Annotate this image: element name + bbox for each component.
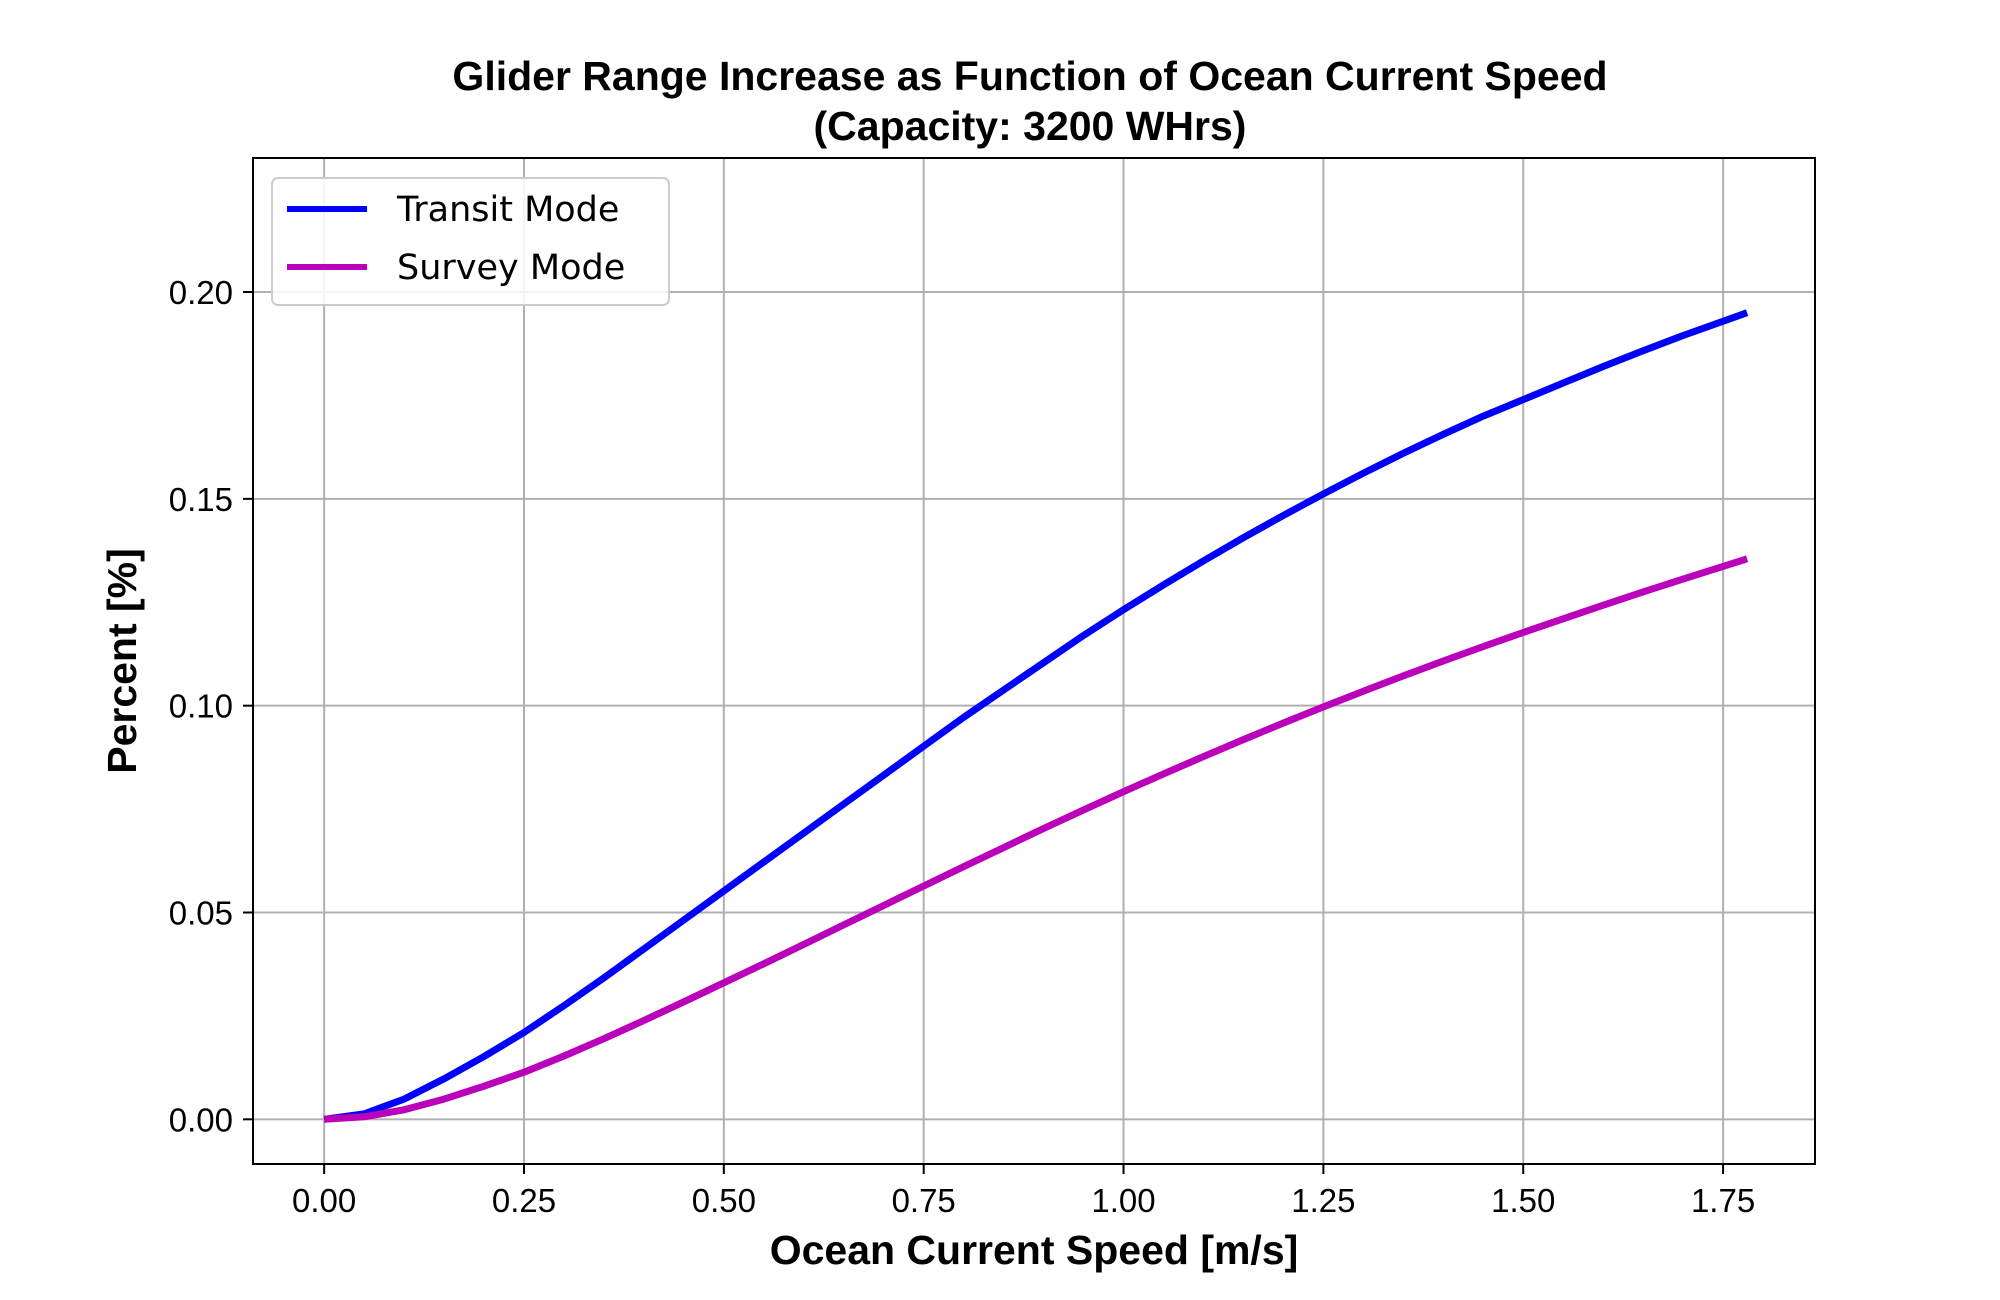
y-tick-label: 0.15 [169,481,233,518]
plot-frame [252,157,1816,1165]
series-line-transit-mode [323,309,1749,1123]
x-tick-label: 1.25 [1291,1182,1355,1219]
y-axis-label: Percent [%] [99,548,145,774]
x-tick-label: 1.75 [1691,1182,1755,1219]
y-tick-label: 0.10 [169,688,233,725]
x-tick-label: 0.25 [492,1182,556,1219]
y-tick-label: 0.05 [169,895,233,932]
x-tick-label: 0.75 [892,1182,956,1219]
legend-label-survey: Survey Mode [397,248,625,288]
x-tick-label: 0.50 [692,1182,756,1219]
axis-ticks: 0.00 0.25 0.50 0.75 1.00 1.25 1.50 1.75 0.00 0.05… [169,274,1755,1219]
x-tick-label: 1.50 [1491,1182,1555,1219]
x-tick-label: 0.00 [292,1182,356,1219]
chart-subtitle: (Capacity: 3200 WHrs) [814,103,1247,149]
legend-box [271,177,670,306]
series-lines [323,309,1749,1123]
y-tick-label: 0.00 [169,1101,233,1138]
x-axis-label: Ocean Current Speed [m/s] [770,1227,1299,1273]
series-line-survey-mode [323,555,1749,1123]
x-tick-label: 1.00 [1091,1182,1155,1219]
legend: Transit Mode Survey Mode [271,177,670,306]
grid [253,158,1815,1164]
y-tick-label: 0.20 [169,274,233,311]
chart-title: Glider Range Increase as Function of Oce… [452,53,1607,99]
legend-label-transit: Transit Mode [396,190,619,230]
